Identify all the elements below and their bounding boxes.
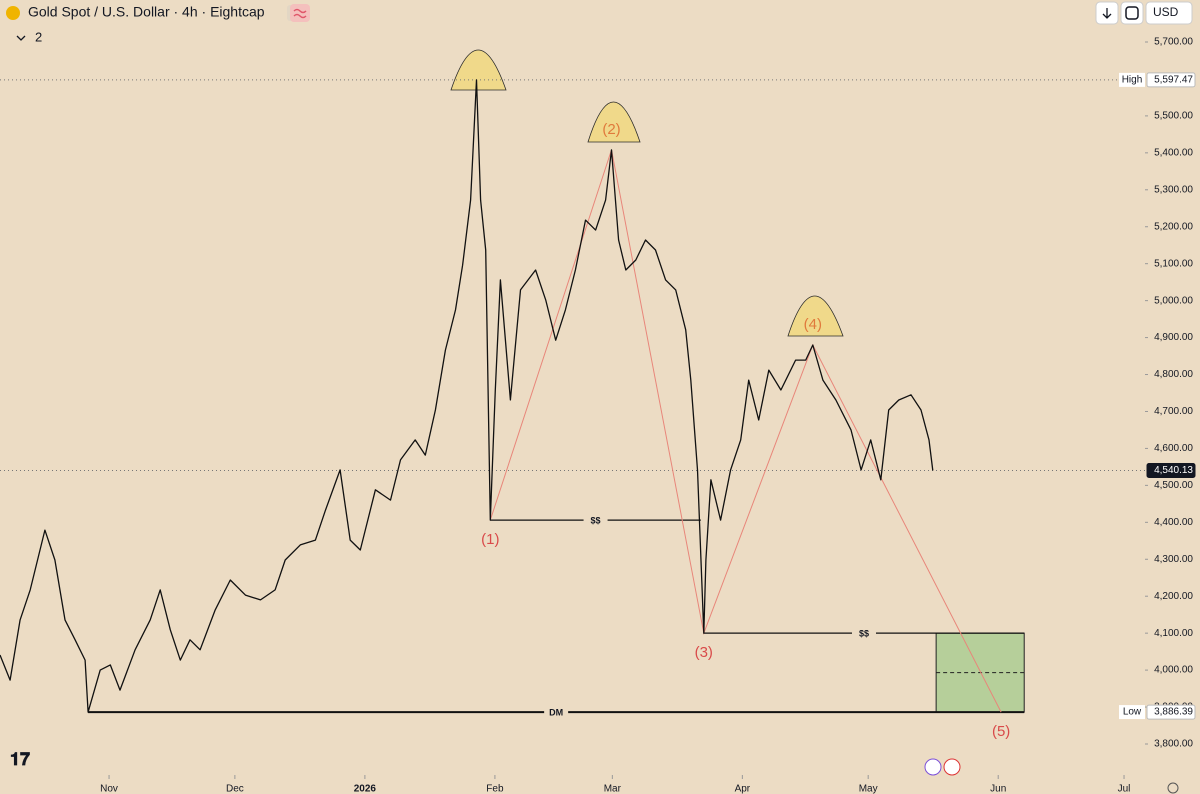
logo: 𝟏𝟕 (10, 749, 30, 769)
marker-tag: Low (1123, 707, 1142, 718)
y-tick-label: 3,800.00 (1154, 739, 1193, 750)
x-tick-label: Jul (1118, 784, 1131, 794)
peak-cap (787, 295, 844, 337)
symbol-title[interactable]: Gold Spot / U.S. Dollar · 4h · Eightcap (28, 4, 265, 20)
icon (1102, 8, 1112, 19)
y-tick-label: 4,600.00 (1154, 443, 1193, 454)
wave-label: (4) (804, 316, 822, 333)
wave-label: (1) (481, 531, 499, 548)
button[interactable] (1120, 1, 1144, 25)
level-label-bg (544, 706, 569, 719)
price-marker (1146, 704, 1196, 720)
currency[interactable]: USD (1153, 5, 1179, 19)
y-tick-label: 4,000.00 (1154, 665, 1193, 676)
y-tick-label: 4,100.00 (1154, 628, 1193, 639)
marker-tag-bg (1119, 705, 1145, 720)
y-tick-label: 5,300.00 (1154, 184, 1193, 195)
wave-label: (3) (695, 644, 713, 661)
compare-button[interactable] (290, 4, 310, 22)
wave-label: (2) (602, 121, 620, 138)
x-tick-label: Nov (100, 784, 118, 794)
price-marker (1146, 463, 1196, 479)
marker-tag-bg (1119, 72, 1145, 87)
level-label: $$ (859, 629, 869, 639)
icon-button[interactable] (924, 758, 942, 776)
x-tick-label: Apr (735, 784, 751, 794)
y-tick-label: 5,000.00 (1154, 295, 1193, 306)
peak-cap (587, 101, 641, 143)
symbol-icon (6, 6, 20, 20)
level-label-bg (583, 514, 608, 527)
settings-button[interactable] (1167, 782, 1179, 794)
x-tick-label: Feb (486, 784, 504, 794)
icon (293, 8, 307, 19)
y-tick-label: 5,400.00 (1154, 147, 1193, 158)
level-label-bg (851, 627, 876, 640)
x-tick-label: 2026 (354, 784, 377, 794)
y-tick-label: 5,200.00 (1154, 221, 1193, 232)
price-marker (1146, 72, 1196, 88)
x-tick-label: Jun (990, 784, 1006, 794)
y-tick-label: 4,500.00 (1154, 480, 1193, 491)
price-line (0, 79, 934, 713)
x-tick-label: May (859, 784, 878, 794)
plot-area: $$ $$ DM (1) (2) (3) (4) (5) (0, 49, 1145, 740)
icon-button[interactable] (943, 758, 961, 776)
wave-label: (5) (992, 723, 1010, 740)
y-tick-label: 4,300.00 (1154, 554, 1193, 565)
y-tick-label: 5,100.00 (1154, 258, 1193, 269)
y-tick-label: 4,200.00 (1154, 591, 1193, 602)
indicator-count[interactable]: 2 (35, 29, 42, 44)
y-tick-label: 4,700.00 (1154, 406, 1193, 417)
button[interactable] (1145, 1, 1193, 25)
level-label: $$ (591, 515, 601, 525)
price-marker-label: 4,540.13 (1154, 465, 1193, 476)
marker-tag: High (1122, 75, 1143, 86)
x-tick-label: Dec (226, 784, 244, 794)
collapse-icon[interactable] (16, 35, 26, 41)
y-tick-label: 5,700.00 (1154, 37, 1193, 48)
price-marker-label: 3,886.39 (1154, 707, 1193, 718)
x-tick-label: Mar (604, 784, 622, 794)
y-tick-label: 4,900.00 (1154, 332, 1193, 343)
y-tick-label: 5,500.00 (1154, 111, 1193, 122)
icon (1125, 6, 1139, 20)
y-tick-label: 4,400.00 (1154, 517, 1193, 528)
level-label: DM (549, 707, 563, 717)
price-marker-label: 5,597.47 (1154, 75, 1193, 86)
y-tick-label: 4,800.00 (1154, 369, 1193, 380)
